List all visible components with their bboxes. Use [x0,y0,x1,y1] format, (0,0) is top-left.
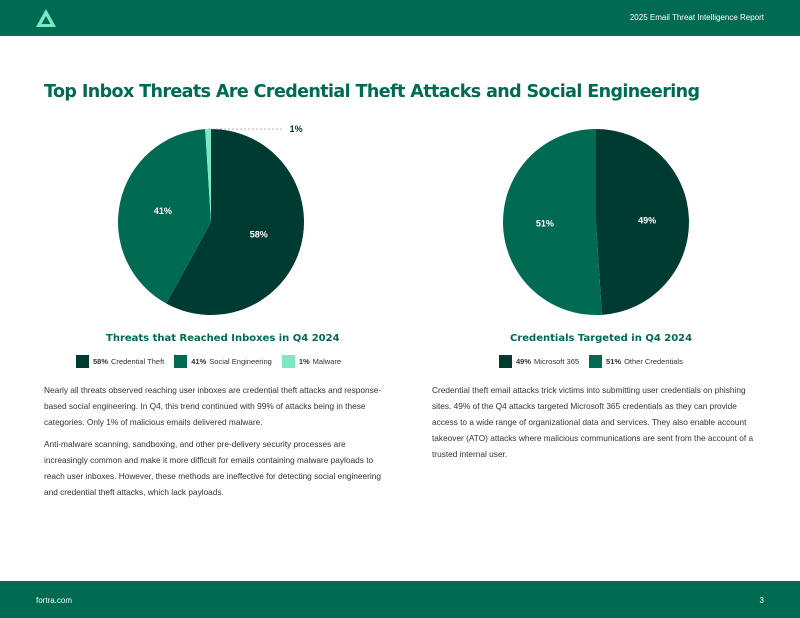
left-text-column: Nearly all threats observed reaching use… [44,382,384,506]
data-label: 58% [250,229,268,239]
credentials-pie-chart: 49% 51% [502,129,689,315]
legend-swatch [76,355,89,368]
legend-item: 41% Social Engineering [174,355,272,368]
report-title: 2025 Email Threat Intelligence Report [629,13,764,22]
threats-pie-chart: 58% 41% 1% [118,124,304,315]
pie-slice-microsoft-365 [596,129,689,315]
right-text-column: Credential theft email attacks trick vic… [432,382,754,468]
legend-percent: 58% [93,357,109,366]
pie-slice-malware [205,129,211,222]
legend-percent: 49% [516,357,532,366]
footer-site-link[interactable]: fortra.com [36,596,73,605]
data-label: 51% [536,219,554,229]
legend-label: Malware [312,357,341,366]
legend-swatch [281,355,295,368]
legend-item: 51% Other Credentials [589,355,683,368]
legend-item: 1% Malware [281,355,341,368]
page-headline: Top Inbox Threats Are Credential Theft A… [44,82,700,102]
page-number: 3 [759,596,764,605]
chart-title-threats: Threats that Reached Inboxes in Q4 2024 [106,333,340,344]
header-bar [0,0,800,36]
legend-label: Social Engineering [209,357,272,366]
footer-bar [0,581,800,618]
legend-item: 58% Credential Theft [76,355,164,368]
legend-label: Microsoft 365 [534,357,580,366]
pie-slice-other-credentials [502,129,602,315]
legend-credentials: 49% Microsoft 365 51% Other Credentials [499,355,693,368]
legend-item: 49% Microsoft 365 [499,355,579,368]
paragraph: Nearly all threats observed reaching use… [44,385,382,427]
chart-title-credentials: Credentials Targeted in Q4 2024 [510,333,693,344]
data-label: 49% [638,215,656,225]
legend-percent: 41% [191,357,207,366]
pie-slice-social-engineering [118,129,211,304]
legend-label: Credential Theft [111,357,165,366]
legend-threats: 58% Credential Theft 41% Social Engineering… [76,355,351,368]
pie-slice-credential-theft [166,129,304,315]
paragraph: Anti-malware scanning, sandboxing, and o… [44,439,381,497]
legend-percent: 1% [298,357,310,366]
data-label: 1% [290,124,303,134]
legend-swatch [174,355,188,368]
legend-swatch [499,355,512,368]
legend-percent: 51% [606,357,622,366]
legend-label: Other Credentials [624,357,683,366]
fortra-logo-icon [36,9,56,27]
legend-swatch [589,355,603,368]
data-label: 41% [154,206,172,216]
paragraph: Credential theft email attacks trick vic… [432,385,754,459]
